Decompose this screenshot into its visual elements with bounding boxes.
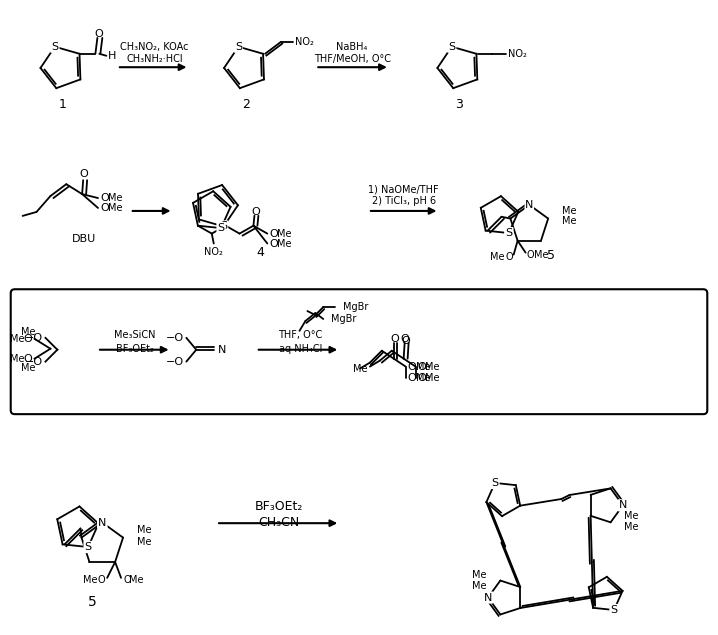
FancyBboxPatch shape (11, 290, 707, 414)
Text: S: S (85, 542, 92, 552)
Text: Me: Me (277, 229, 292, 239)
Text: N: N (98, 518, 106, 528)
Text: Me: Me (353, 364, 368, 373)
Text: NaBH₄: NaBH₄ (336, 43, 368, 52)
Text: Me: Me (108, 193, 123, 203)
Text: BF₃OEt₂: BF₃OEt₂ (254, 500, 303, 513)
Text: S: S (505, 228, 513, 238)
Text: Me: Me (277, 239, 292, 248)
Text: −O: −O (25, 357, 44, 366)
Text: N: N (484, 592, 492, 603)
Text: MgBr: MgBr (331, 314, 357, 324)
Text: Me: Me (562, 215, 577, 225)
Text: S: S (235, 42, 242, 51)
Text: Me: Me (426, 361, 440, 371)
Text: O: O (251, 207, 260, 217)
Text: O: O (408, 373, 416, 384)
Text: O: O (94, 29, 103, 39)
Text: O: O (391, 334, 399, 344)
Text: Me: Me (21, 327, 35, 337)
Text: THF/MeOH, O°C: THF/MeOH, O°C (314, 54, 391, 64)
Text: S: S (218, 223, 225, 233)
Text: O: O (24, 334, 32, 344)
Text: Me: Me (472, 580, 486, 591)
Text: THF, O°C: THF, O°C (279, 330, 322, 340)
Text: Me: Me (625, 511, 639, 521)
Text: O: O (526, 250, 534, 260)
Text: Me: Me (426, 373, 440, 384)
Text: Me: Me (625, 522, 639, 532)
Text: O: O (408, 361, 416, 371)
Text: NO₂: NO₂ (295, 37, 314, 47)
Text: 2: 2 (242, 98, 250, 111)
Text: Me: Me (416, 373, 430, 384)
Text: 5: 5 (88, 596, 96, 610)
Text: O: O (505, 251, 513, 262)
Text: Me: Me (129, 575, 144, 585)
Text: DBU: DBU (72, 234, 96, 244)
Text: O: O (98, 575, 106, 585)
Text: 5: 5 (548, 249, 556, 262)
Text: S: S (505, 228, 513, 238)
Text: S: S (220, 222, 227, 232)
Text: S: S (448, 42, 455, 51)
Text: CH₃NH₂·HCl: CH₃NH₂·HCl (126, 54, 183, 64)
Text: Me: Me (10, 334, 24, 344)
Text: CH₃NO₂, KOAc: CH₃NO₂, KOAc (121, 43, 189, 52)
Text: MgBr: MgBr (343, 302, 368, 312)
Text: S: S (51, 42, 58, 51)
Text: O: O (100, 203, 108, 213)
Text: CH₃CN: CH₃CN (258, 516, 299, 529)
Text: H: H (108, 51, 116, 61)
Text: 3: 3 (455, 98, 463, 111)
Text: BF₃OEt₂: BF₃OEt₂ (116, 344, 154, 354)
Text: O: O (401, 336, 410, 346)
Text: O: O (80, 170, 88, 179)
Text: Me₃SiCN: Me₃SiCN (114, 330, 156, 340)
Text: S: S (220, 222, 227, 232)
Text: S: S (610, 605, 617, 615)
Text: 1: 1 (58, 98, 66, 111)
Text: S: S (85, 542, 92, 552)
Text: NO₂: NO₂ (508, 49, 527, 59)
Text: Me: Me (137, 537, 151, 547)
Text: 4: 4 (257, 246, 265, 259)
Text: −O: −O (25, 333, 44, 343)
Text: N: N (619, 500, 627, 511)
Text: Me: Me (137, 525, 151, 535)
Text: Me: Me (416, 361, 430, 371)
Text: O: O (269, 229, 278, 239)
Text: O: O (123, 575, 131, 585)
Text: −O: −O (167, 357, 185, 366)
Text: Me: Me (562, 206, 577, 216)
Text: Me: Me (472, 570, 486, 580)
Text: S: S (235, 42, 242, 51)
Text: O: O (400, 334, 409, 344)
Text: 2) TiCl₃, pH 6: 2) TiCl₃, pH 6 (372, 196, 436, 206)
Text: O: O (269, 239, 278, 248)
Text: aq NH₄Cl: aq NH₄Cl (279, 344, 322, 354)
Text: N: N (218, 345, 226, 355)
Text: S: S (491, 478, 498, 488)
Text: Me: Me (108, 203, 123, 213)
Text: O: O (24, 354, 32, 364)
Text: S: S (218, 223, 225, 233)
Text: S: S (51, 42, 58, 51)
Text: N: N (525, 200, 533, 210)
Text: −O: −O (167, 333, 185, 343)
Text: S: S (448, 42, 455, 51)
Text: O: O (418, 361, 426, 371)
Text: Me: Me (10, 354, 24, 364)
Text: Me: Me (490, 251, 505, 262)
Text: O: O (100, 193, 108, 203)
Text: Me: Me (21, 363, 35, 373)
Text: Me: Me (534, 250, 549, 260)
Text: NO₂: NO₂ (205, 248, 223, 257)
Text: Me: Me (83, 575, 97, 585)
Text: 1) NaOMe/THF: 1) NaOMe/THF (368, 184, 439, 194)
Text: O: O (418, 373, 426, 384)
